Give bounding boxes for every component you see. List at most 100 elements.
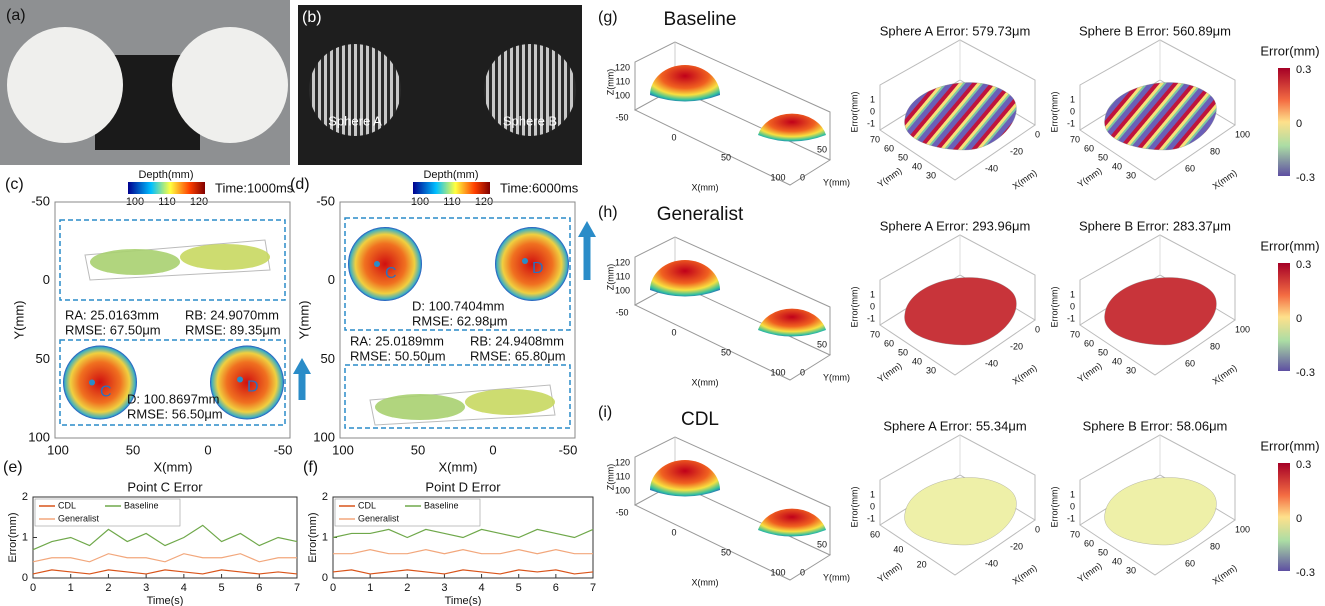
x-tick-label: 6	[256, 582, 262, 594]
inset-blob	[465, 389, 555, 415]
colorbar-title: Depth(mm)	[138, 169, 193, 181]
z-tick-label: -1	[867, 313, 875, 323]
sphere-map	[348, 227, 422, 301]
colorbar-tick: 0	[1296, 313, 1302, 325]
plot-title: Sphere B Error: 58.06μm	[1083, 418, 1228, 433]
y-axis-label: Y(mm)	[823, 572, 850, 582]
x-tick-label: 5	[516, 582, 522, 594]
colorbar-tick: 0	[1296, 513, 1302, 525]
z-tick-label: 0	[1070, 501, 1075, 511]
legend-label: Baseline	[424, 500, 459, 510]
x-tick-label: -50	[615, 307, 628, 317]
y-tick-label: 30	[1126, 170, 1136, 180]
point-label: D	[532, 260, 544, 277]
y-tick-label: 50	[817, 339, 827, 349]
x-tick-label: 100	[1235, 129, 1250, 139]
y-tick-label: 50	[36, 351, 50, 366]
photo-a	[0, 0, 290, 165]
y-tick-label: 60	[870, 529, 880, 539]
x-tick-label: 0	[30, 582, 36, 594]
point-label: C	[385, 265, 397, 282]
line	[33, 525, 297, 549]
arrow-head	[293, 358, 311, 374]
colorbar-title: Depth(mm)	[423, 169, 478, 181]
x-tick-label: 0	[1035, 129, 1040, 139]
x-tick-label: 100	[770, 567, 785, 577]
error-surface	[1105, 278, 1217, 345]
colorbar-tick: -0.3	[1296, 172, 1315, 184]
y-tick-label: 50	[1098, 152, 1108, 162]
chart-title: Point C Error	[127, 479, 203, 494]
y-tick-label: 0	[800, 567, 805, 577]
legend-label: CDL	[58, 500, 76, 510]
legend-label: Baseline	[124, 500, 159, 510]
z-tick-label: 110	[616, 271, 630, 281]
y-tick-label: 60	[1084, 143, 1094, 153]
surface	[758, 309, 826, 337]
y-tick-label: 40	[912, 161, 922, 171]
colorbar-title: Error(mm)	[1260, 238, 1319, 253]
plot-title: Sphere A Error: 579.73μm	[880, 23, 1031, 38]
panel-label: (d)	[290, 176, 310, 193]
x-axis-label: X(mm)	[1211, 563, 1239, 587]
x-tick-label: 6	[553, 582, 559, 594]
x-tick-label: -50	[274, 442, 293, 457]
point	[237, 377, 243, 383]
x-tick-label: 7	[590, 582, 596, 594]
x-tick-label: 0	[204, 442, 211, 457]
y-tick-label: 0	[43, 272, 50, 287]
x-tick-label: 1	[68, 582, 74, 594]
sphere-label: Sphere A	[328, 113, 382, 128]
colorbar	[413, 182, 490, 194]
x-tick-label: -20	[1010, 146, 1023, 156]
y-axis-label: Y(mm)	[823, 372, 850, 382]
y-tick-label: 1	[22, 531, 28, 543]
y-axis-label: Y(mm)	[876, 166, 904, 190]
z-axis-label: Error(mm)	[1049, 487, 1059, 528]
panel-label: (a)	[6, 7, 26, 24]
y-axis-label: Y(mm)	[296, 301, 311, 340]
y-tick-label: 40	[1112, 556, 1122, 566]
y-tick-label: 60	[1084, 538, 1094, 548]
point-label: C	[100, 384, 112, 401]
colorbar-title: Error(mm)	[1260, 438, 1319, 453]
x-tick-label: -20	[1010, 541, 1023, 551]
panel-label: (i)	[598, 404, 612, 421]
z-tick-label: 1	[870, 94, 875, 104]
x-tick-label: 5	[219, 582, 225, 594]
legend-label: Generalist	[58, 513, 100, 523]
y-axis-label: Y(mm)	[1076, 166, 1104, 190]
z-tick-label: 100	[615, 485, 630, 495]
y-axis-label: Y(mm)	[876, 561, 904, 585]
y-tick-label: 2	[322, 491, 328, 503]
x-tick-label: 80	[1210, 541, 1220, 551]
z-axis-label: Z(mm)	[605, 69, 615, 96]
colorbar-tick: 0.3	[1296, 259, 1311, 271]
x-tick-label: 50	[411, 442, 425, 457]
y-tick-label: 20	[917, 559, 927, 569]
y-tick-label: 2	[22, 491, 28, 503]
y-tick-label: 50	[817, 539, 827, 549]
surface	[650, 460, 720, 497]
surface	[758, 114, 826, 142]
z-tick-label: -1	[867, 513, 875, 523]
method-title: CDL	[681, 409, 719, 430]
y-tick-label: 70	[1070, 329, 1080, 339]
photo-b	[298, 5, 582, 165]
x-tick-label: 100	[47, 442, 69, 457]
surface	[650, 260, 720, 297]
y-tick-label: 0	[322, 572, 328, 584]
radius-label: RA: 25.0189mm	[350, 333, 444, 348]
point	[522, 258, 528, 264]
z-axis-label: Error(mm)	[849, 487, 859, 528]
panel-label: (c)	[5, 176, 24, 193]
y-tick-label: -50	[31, 193, 50, 208]
z-tick-label: -1	[1067, 313, 1075, 323]
rmse-label: RMSE: 89.35μm	[185, 322, 281, 337]
x-tick-label: -40	[985, 163, 998, 173]
axes-3d	[635, 237, 830, 355]
figure: (a)(b)Sphere ASphere B(c)Depth(mm)100110…	[0, 0, 1325, 606]
error-surface	[905, 278, 1017, 345]
z-tick-label: 100	[615, 90, 630, 100]
z-tick-label: 120	[615, 62, 630, 72]
